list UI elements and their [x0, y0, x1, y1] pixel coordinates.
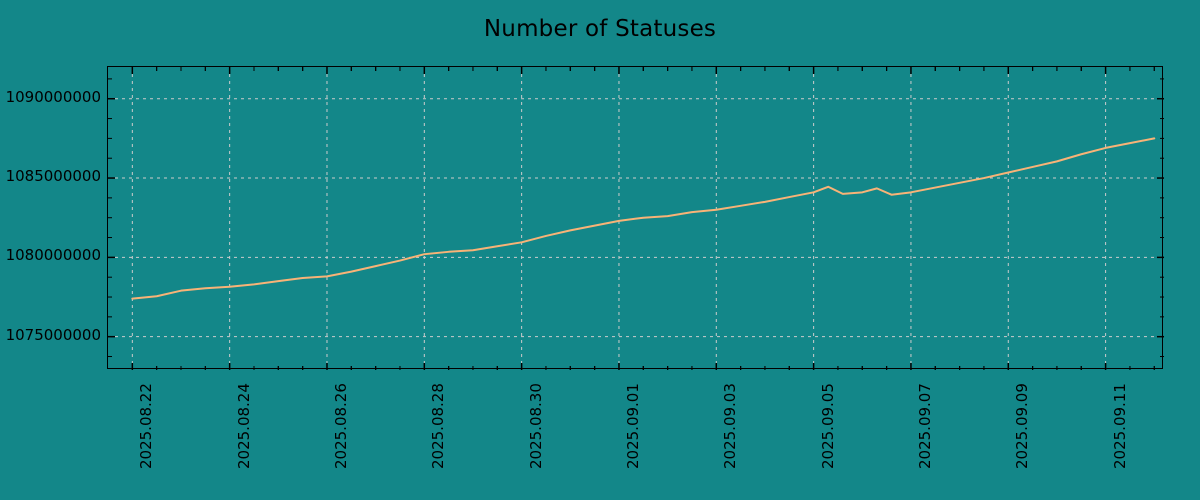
x-axis-tick-label: 2025.09.01	[623, 383, 642, 469]
plot-area	[107, 66, 1164, 370]
x-axis-tick-label: 2025.08.22	[137, 383, 156, 469]
plot-svg	[108, 67, 1164, 370]
data-line	[131, 137, 1156, 300]
grid-lines	[108, 67, 1164, 370]
y-axis-tick-label: 1090000000	[5, 87, 101, 106]
x-axis-tick-label: 2025.08.24	[234, 383, 253, 469]
x-axis-tick-label: 2025.09.11	[1110, 383, 1129, 469]
x-axis-tick-label: 2025.08.28	[429, 383, 448, 469]
x-axis-tick-label: 2025.08.26	[331, 383, 350, 469]
y-axis-tick-label: 1075000000	[5, 325, 101, 344]
y-axis-tick-label: 1085000000	[5, 167, 101, 186]
x-axis-tick-label: 2025.09.07	[915, 383, 934, 469]
y-axis-tick-label: 1080000000	[5, 246, 101, 265]
data-series	[131, 137, 1156, 300]
axis-ticks	[108, 67, 1164, 370]
x-axis-tick-label: 2025.09.09	[1013, 383, 1032, 469]
chart-title: Number of Statuses	[483, 16, 717, 42]
x-axis-tick-label: 2025.09.05	[818, 383, 837, 469]
x-axis-tick-label: 2025.09.03	[721, 383, 740, 469]
x-axis-tick-label: 2025.08.30	[526, 383, 545, 469]
